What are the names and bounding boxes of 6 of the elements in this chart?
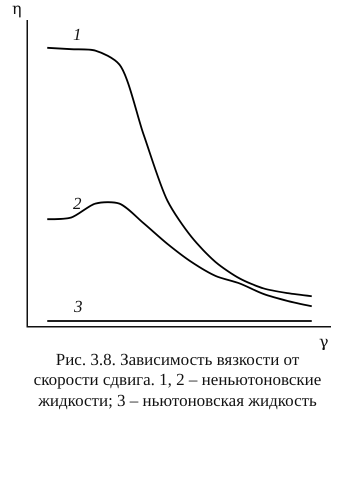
text: Рис. 3.8. Зависимость вязкости от скорости сдвига. 1, 2 – неньютоновские жидкости; 3 – ньютоновская жидкость: [32, 350, 322, 412]
series-label: 2: [73, 194, 82, 213]
x-axis-title: γ: [319, 332, 329, 351]
series-label: 3: [73, 297, 82, 316]
y-axis-title: η: [12, 0, 22, 18]
series-label: 1: [73, 25, 82, 44]
